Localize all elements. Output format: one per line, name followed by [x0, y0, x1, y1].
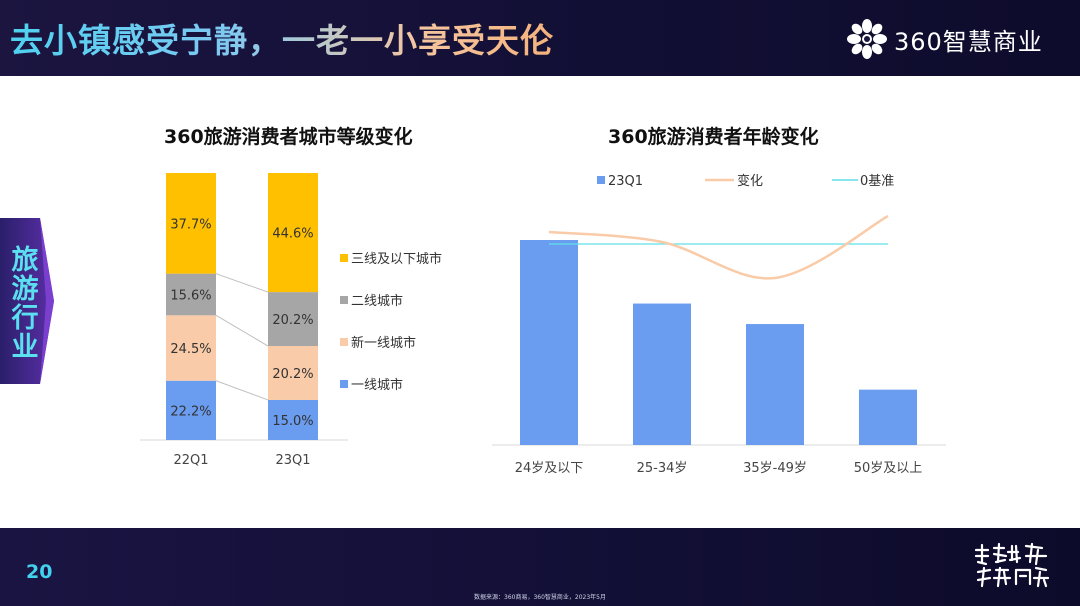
change-line — [548, 214, 889, 280]
x-tick-label: 35岁-49岁 — [743, 461, 807, 476]
footer-bar: 20 数据来源：360商易，360智慧商业，2023年5月 — [0, 528, 1080, 606]
data-label: 20.2% — [272, 367, 313, 382]
bar-segment — [166, 273, 216, 316]
x-tick-label: 24岁及以下 — [515, 461, 584, 476]
data-label: 20.2% — [272, 313, 313, 328]
bar — [520, 240, 578, 445]
data-label: 15.0% — [272, 414, 313, 429]
bar-segment — [166, 173, 216, 274]
data-label: 24.5% — [170, 342, 211, 357]
data-label: 37.7% — [170, 217, 211, 232]
bar-segment — [166, 380, 216, 440]
legend-label: 0基准 — [860, 174, 894, 189]
connector-line — [215, 314, 269, 347]
legend-label: 一线城市 — [351, 377, 403, 393]
connector-line — [215, 380, 269, 401]
city-tier-chart-title: 360旅游消费者城市等级变化 — [164, 126, 413, 148]
source-note: 数据来源：360商易，360智慧商业，2023年5月 — [474, 594, 606, 601]
legend-label: 新一线城市 — [351, 335, 416, 351]
section-tab: 旅游行业 — [0, 218, 54, 384]
page-title: 去小镇感受宁静，一老一小享受天伦 — [10, 14, 554, 62]
bar-segment — [268, 292, 318, 347]
legend-swatch — [340, 296, 348, 304]
page-number: 20 — [26, 561, 53, 583]
header-bar: 去小镇感受宁静，一老一小享受天伦 360智慧商业 — [0, 0, 1080, 76]
legend-label: 二线城市 — [351, 293, 403, 309]
brand-logo: 360智慧商业 — [846, 18, 1043, 60]
section-tab-label: 旅游行业 — [11, 245, 39, 363]
legend-swatch — [340, 338, 348, 346]
x-tick-label: 22Q1 — [173, 453, 208, 468]
age-bar-line-chart: 24岁及以下 25-34岁 35岁-49岁 50岁及以上 23Q1 变化 0基准 — [492, 173, 946, 476]
section-tab-shape — [0, 218, 54, 384]
legend-swatch — [340, 254, 348, 262]
calligraphy-slogan-image — [974, 542, 1050, 588]
x-tick-label: 23Q1 — [275, 453, 310, 468]
city-tier-stacked-bar-chart: 22.2% 24.5% 15.6% 37.7% 22Q1 15.0% 20.2% 20.2% 4… — [140, 173, 442, 468]
bar — [746, 324, 804, 445]
connector-line — [215, 273, 269, 293]
bar — [633, 303, 691, 445]
legend-swatch — [340, 380, 348, 388]
bar-segment — [268, 173, 318, 293]
bar-segment — [166, 315, 216, 381]
bar-segment — [268, 346, 318, 400]
bar — [859, 389, 917, 445]
flower-logo-icon — [847, 19, 887, 59]
brand-name: 360智慧商业 — [894, 27, 1043, 56]
legend-swatch — [597, 176, 605, 184]
bar-segment — [268, 399, 318, 440]
data-label: 15.6% — [170, 288, 211, 303]
age-chart-title: 360旅游消费者年龄变化 — [608, 126, 819, 148]
data-label: 44.6% — [272, 227, 313, 242]
x-tick-label: 25-34岁 — [637, 461, 688, 476]
legend-label: 三线及以下城市 — [351, 251, 442, 267]
legend-label: 变化 — [737, 173, 763, 189]
data-label: 22.2% — [170, 404, 211, 419]
x-tick-label: 50岁及以上 — [854, 461, 923, 476]
legend-label: 23Q1 — [608, 174, 643, 189]
